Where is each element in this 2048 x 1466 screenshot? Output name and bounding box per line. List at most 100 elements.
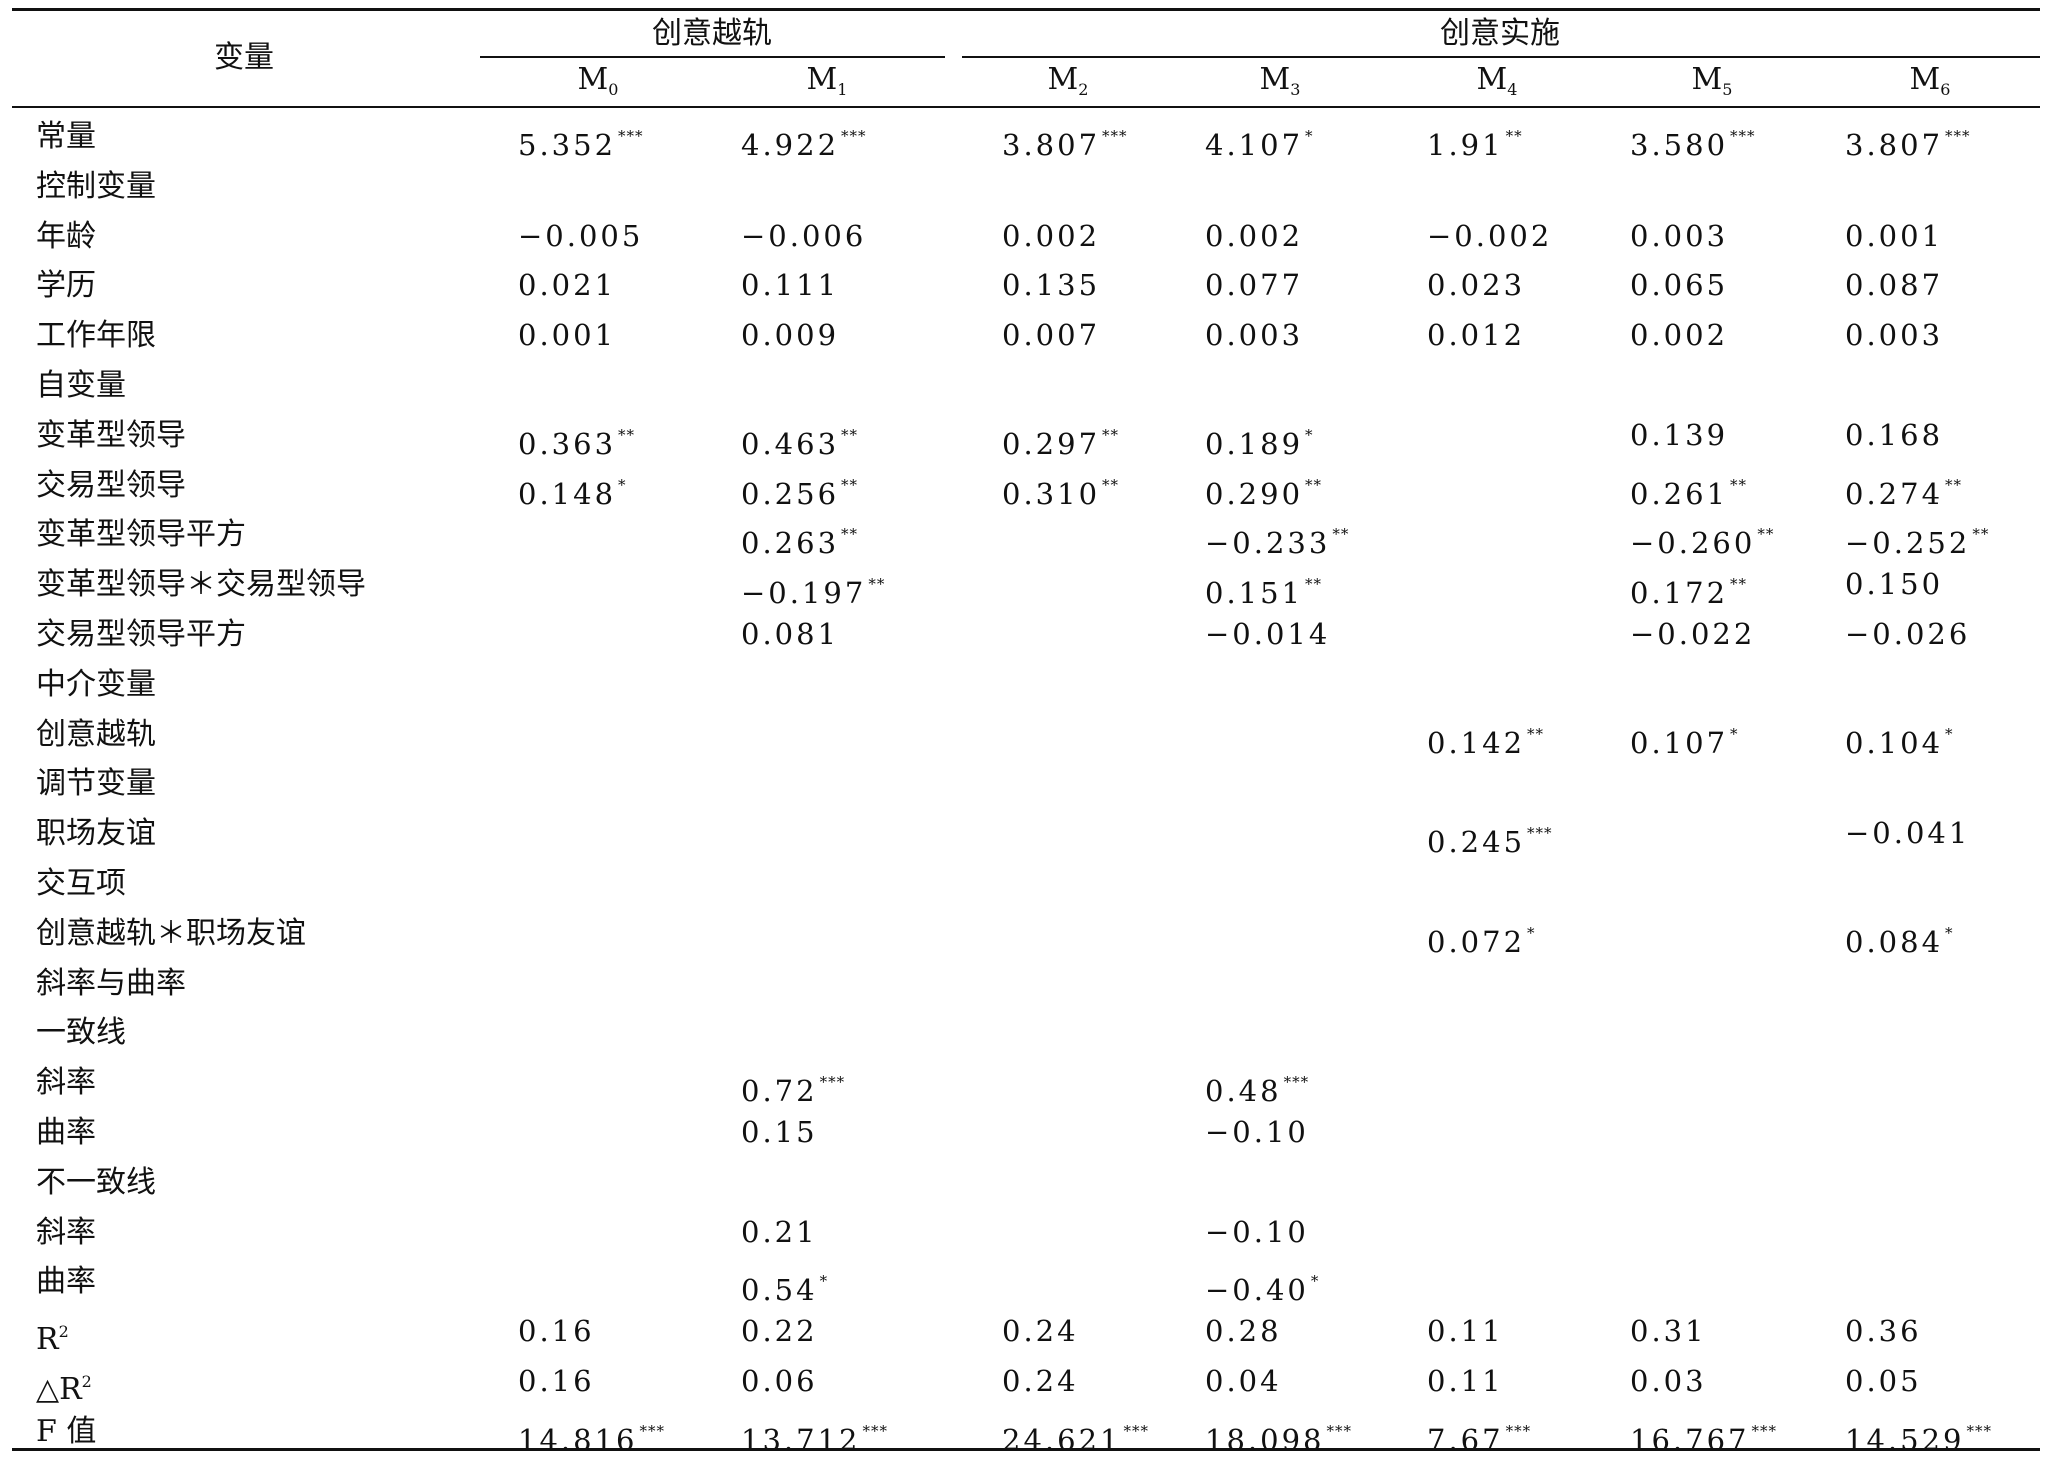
coefficient: −0.197 bbox=[741, 576, 867, 611]
row-label: 职场友谊 bbox=[36, 816, 156, 852]
value-cell: 0.139 bbox=[1630, 411, 1728, 461]
row-label: 控制变量 bbox=[36, 168, 156, 204]
coefficient: 13.712 bbox=[741, 1422, 861, 1457]
coefficient: 0.001 bbox=[518, 318, 617, 353]
coefficient: 0.003 bbox=[1845, 318, 1944, 353]
table-row: 控制变量 bbox=[0, 162, 2048, 212]
significance-stars: *** bbox=[1505, 1421, 1532, 1440]
value-cell: 4.107 * bbox=[1205, 112, 1314, 171]
significance-stars: * bbox=[1305, 127, 1314, 145]
value-cell: 0.24 bbox=[1002, 1357, 1079, 1407]
significance-stars: *** bbox=[1123, 1421, 1149, 1440]
value-cell: 0.065 bbox=[1630, 261, 1728, 311]
value-cell: 14.529 *** bbox=[1845, 1407, 1992, 1466]
table-row: 创意越轨＊职场友谊 0.072 * 0.084 * bbox=[0, 909, 2048, 959]
coefficient: 0.06 bbox=[741, 1363, 818, 1398]
row-label: △R2 bbox=[36, 1371, 92, 1407]
header-rule bbox=[12, 106, 2040, 108]
value-cell: 0.15 bbox=[741, 1108, 818, 1158]
value-cell: 0.021 bbox=[518, 261, 616, 311]
coefficient: 0.03 bbox=[1630, 1363, 1707, 1398]
model-letter: M bbox=[577, 62, 609, 97]
coefficient: 0.001 bbox=[1845, 218, 1944, 253]
model-header-2: M2 bbox=[1048, 60, 1089, 110]
significance-stars: *** bbox=[639, 1421, 665, 1440]
coefficient: −0.005 bbox=[518, 218, 644, 253]
table-row: 交易型领导平方 0.081 −0.014 −0.022 −0.026 bbox=[0, 610, 2048, 660]
coefficient: 7.67 bbox=[1427, 1422, 1504, 1457]
coefficient: 0.274 bbox=[1845, 476, 1944, 511]
table-row: 变革型领导平方 0.263 ** −0.233 ** −0.260 ** −0.252 ** bbox=[0, 510, 2048, 560]
group-rule-right bbox=[962, 56, 2040, 58]
significance-stars: ** bbox=[1305, 575, 1323, 594]
table-row: 常量 5.352 *** 4.922 *** 3.807 *** 4.107 * 1.91 ** 3.… bbox=[0, 112, 2048, 162]
coefficient: 0.009 bbox=[741, 318, 840, 353]
significance-stars: ** bbox=[1527, 724, 1545, 743]
value-cell: 0.28 bbox=[1205, 1307, 1282, 1357]
row-label: 变革型领导平方 bbox=[36, 517, 246, 553]
coefficient: 0.11 bbox=[1427, 1363, 1504, 1398]
value-cell: −0.40 * bbox=[1205, 1257, 1319, 1316]
value-cell: 13.712 *** bbox=[741, 1407, 888, 1466]
coefficient: 0.111 bbox=[741, 268, 840, 303]
coefficient: 0.11 bbox=[1427, 1314, 1504, 1349]
significance-stars: *** bbox=[1527, 824, 1553, 843]
coefficient: 0.003 bbox=[1630, 218, 1729, 253]
value-cell: 0.290 ** bbox=[1205, 461, 1322, 520]
group-header-creative-deviance: 创意越轨 bbox=[652, 16, 772, 51]
significance-stars: * bbox=[1310, 1272, 1320, 1291]
row-label: 工作年限 bbox=[36, 318, 156, 354]
value-cell: 0.310 ** bbox=[1002, 461, 1119, 520]
model-header-5: M5 bbox=[1692, 60, 1733, 110]
coefficient: 0.107 bbox=[1630, 725, 1729, 760]
model-subscript: 0 bbox=[608, 80, 619, 99]
coefficient: 0.15 bbox=[741, 1114, 818, 1149]
value-cell: 14.816 *** bbox=[518, 1407, 665, 1466]
coefficient: 4.922 bbox=[741, 128, 840, 162]
model-subscript: 4 bbox=[1507, 80, 1518, 99]
value-cell: 0.48 *** bbox=[1205, 1058, 1309, 1117]
coefficient: −0.014 bbox=[1205, 616, 1331, 651]
row-label: 交易型领导 bbox=[36, 467, 186, 503]
model-header-6: M6 bbox=[1910, 60, 1951, 110]
coefficient: 0.172 bbox=[1630, 576, 1729, 611]
model-header-3: M3 bbox=[1260, 60, 1301, 110]
row-label: 中介变量 bbox=[36, 666, 156, 702]
value-cell: 0.297 ** bbox=[1002, 411, 1119, 470]
row-label: R2 bbox=[36, 1322, 69, 1358]
coefficient: 0.21 bbox=[741, 1214, 818, 1249]
coefficient: 0.007 bbox=[1002, 318, 1101, 353]
model-letter: M bbox=[806, 62, 838, 97]
significance-stars: *** bbox=[1326, 1421, 1352, 1440]
significance-stars: *** bbox=[1283, 1073, 1310, 1092]
coefficient: 0.256 bbox=[741, 476, 840, 511]
value-cell: −0.006 bbox=[741, 212, 866, 262]
coefficient: −0.10 bbox=[1205, 1114, 1309, 1149]
coefficient: 0.077 bbox=[1205, 268, 1304, 303]
value-cell: 0.31 bbox=[1630, 1307, 1707, 1357]
value-cell: 4.922 *** bbox=[741, 112, 867, 171]
table-row: 工作年限 0.001 0.009 0.007 0.003 0.012 0.002 0.003 bbox=[0, 311, 2048, 361]
coefficient: −0.026 bbox=[1845, 616, 1971, 651]
significance-stars: ** bbox=[1505, 127, 1523, 145]
value-cell: 0.142 ** bbox=[1427, 710, 1544, 769]
row-label: 交易型领导平方 bbox=[36, 616, 246, 652]
value-cell: 0.03 bbox=[1630, 1357, 1707, 1407]
model-subscript: 3 bbox=[1290, 80, 1301, 99]
table-row: 交互项 bbox=[0, 859, 2048, 909]
coefficient: 0.16 bbox=[518, 1363, 595, 1398]
coefficient: 0.081 bbox=[741, 616, 840, 651]
coefficient: −0.252 bbox=[1845, 526, 1971, 561]
coefficient: −0.006 bbox=[741, 218, 867, 253]
coefficient: 0.24 bbox=[1002, 1314, 1079, 1349]
table-row: 职场友谊 0.245 *** −0.041 bbox=[0, 809, 2048, 859]
table-row: 创意越轨 0.142 ** 0.107 * 0.104 * bbox=[0, 710, 2048, 760]
value-cell: 0.24 bbox=[1002, 1307, 1079, 1357]
row-label: 创意越轨＊职场友谊 bbox=[36, 915, 306, 951]
row-label: 斜率与曲率 bbox=[36, 965, 186, 1001]
coefficient: 0.150 bbox=[1845, 567, 1944, 602]
value-cell: 0.36 bbox=[1845, 1307, 1922, 1357]
coefficient: 3.807 bbox=[1845, 128, 1944, 162]
table-row: 不一致线 bbox=[0, 1158, 2048, 1208]
coefficient: 0.148 bbox=[518, 476, 617, 511]
